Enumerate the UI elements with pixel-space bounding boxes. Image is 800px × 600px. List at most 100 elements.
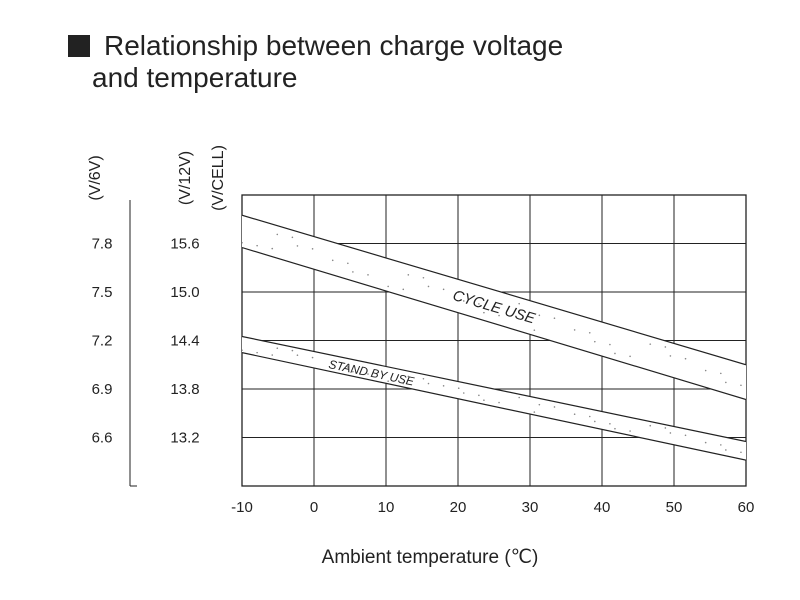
band-stipple-dot bbox=[457, 387, 460, 390]
band-stipple-dot bbox=[614, 352, 616, 355]
band-stipple-dot bbox=[588, 415, 591, 418]
band-stipple-dot bbox=[478, 394, 480, 397]
band-stipple-dot bbox=[427, 285, 430, 288]
band-stipple-dot bbox=[669, 355, 672, 357]
band-stipple-dot bbox=[311, 356, 314, 359]
x-tick-label: 10 bbox=[378, 499, 395, 516]
band-stipple-dot bbox=[553, 317, 556, 320]
band-stipple-dot bbox=[483, 399, 485, 401]
band-stipple-dot bbox=[387, 285, 389, 288]
band-stipple-dot bbox=[664, 427, 667, 429]
y-unit-label-12v: (V/12V) bbox=[177, 151, 194, 205]
band-stipple-dot bbox=[725, 381, 727, 384]
x-tick-label: 30 bbox=[522, 499, 539, 516]
y-tick-label-6v: 7.8 bbox=[92, 236, 113, 253]
y-tick-label-12v: 15.6 bbox=[170, 236, 199, 253]
x-tick-label: 50 bbox=[666, 499, 683, 516]
band-stipple-dot bbox=[331, 259, 334, 262]
band-stipple-dot bbox=[518, 396, 520, 399]
band-stipple-dot bbox=[402, 288, 405, 291]
x-tick-label: 40 bbox=[594, 499, 611, 516]
band-stipple-dot bbox=[352, 271, 354, 273]
band-stipple-dot bbox=[347, 262, 349, 265]
band-stipple-dot bbox=[538, 314, 541, 317]
band-stipple-dot bbox=[669, 432, 672, 434]
chart-title-line1: Relationship between charge voltage bbox=[104, 30, 564, 61]
band-stipple-dot bbox=[594, 340, 596, 343]
band-stipple-dot bbox=[242, 349, 243, 351]
band-stipple-dot bbox=[296, 354, 299, 356]
band-stipple-dot bbox=[407, 375, 410, 378]
band-stipple-dot bbox=[740, 451, 742, 454]
y-tick-label-6v: 7.2 bbox=[92, 333, 113, 350]
band-stipple-dot bbox=[387, 380, 389, 382]
band-stipple-dot bbox=[311, 248, 314, 250]
band-stipple-dot bbox=[442, 288, 445, 291]
band-stipple-dot bbox=[629, 355, 631, 358]
band-stipple-dot bbox=[609, 422, 611, 425]
x-tick-label: 0 bbox=[310, 499, 318, 516]
band-upper-line bbox=[242, 335, 746, 443]
band-stipple-dot bbox=[533, 329, 536, 331]
band-stipple-dot bbox=[427, 382, 430, 385]
band-stipple-dot bbox=[242, 241, 243, 244]
band-lower-line bbox=[242, 352, 746, 461]
y-tick-label-12v: 15.0 bbox=[170, 284, 199, 301]
band-stipple-dot bbox=[573, 329, 576, 331]
band-stipple-dot bbox=[422, 377, 425, 380]
band-fill bbox=[242, 215, 746, 400]
band-stipple-dot bbox=[649, 343, 652, 345]
band-stipple-dot bbox=[684, 357, 687, 360]
band-stipple-dot bbox=[291, 349, 294, 352]
band-stipple-dot bbox=[538, 403, 541, 406]
band-stipple-dot bbox=[553, 406, 556, 408]
band-stipple-dot bbox=[649, 424, 652, 427]
band-stipple-dot bbox=[720, 372, 722, 375]
y-tick-label-6v: 6.9 bbox=[92, 381, 113, 398]
band-stipple-dot bbox=[478, 303, 480, 305]
band-stipple-dot bbox=[704, 369, 707, 372]
band-lower-line bbox=[242, 246, 746, 401]
x-axis-label: Ambient temperature (℃) bbox=[321, 547, 539, 568]
y-unit-label-cell: (V/CELL) bbox=[210, 145, 227, 211]
band-stipple-dot bbox=[740, 384, 742, 387]
band-stipple-dot bbox=[296, 245, 299, 247]
chart-title-line2: and temperature bbox=[92, 62, 298, 93]
band-stipple-dot bbox=[614, 427, 616, 430]
y-tick-label-12v: 13.2 bbox=[170, 430, 199, 447]
band-stipple-dot bbox=[498, 314, 500, 317]
band-stipple-dot bbox=[462, 392, 465, 394]
band-stipple-dot bbox=[256, 244, 258, 247]
band-stipple-dot bbox=[367, 274, 369, 276]
band-stipple-dot bbox=[271, 247, 274, 250]
band-stipple-dot bbox=[720, 444, 722, 446]
band-stipple-dot bbox=[457, 291, 460, 294]
band-stipple-dot bbox=[331, 363, 334, 366]
y-unit-label-6v: (V/6V) bbox=[87, 155, 104, 200]
band-stipple-dot bbox=[684, 434, 687, 437]
x-tick-label: 60 bbox=[738, 499, 755, 516]
band-stipple-dot bbox=[573, 413, 576, 415]
band-stipple-dot bbox=[704, 441, 707, 444]
y-tick-label-12v: 14.4 bbox=[170, 333, 199, 350]
band-stipple-dot bbox=[276, 347, 279, 350]
band-stipple-dot bbox=[725, 449, 727, 451]
band-stipple-dot bbox=[276, 233, 279, 236]
band-stipple-dot bbox=[483, 311, 485, 314]
band-stipple-dot bbox=[347, 366, 349, 368]
band-stipple-dot bbox=[629, 430, 631, 432]
y-tick-label-12v: 13.8 bbox=[170, 381, 199, 398]
band-stipple-dot bbox=[588, 331, 591, 334]
band-stipple-dot bbox=[498, 401, 500, 404]
band-stipple-dot bbox=[609, 343, 611, 346]
band-stipple-dot bbox=[533, 411, 536, 413]
band-stipple-dot bbox=[352, 370, 354, 373]
series-label: STAND BY USE bbox=[327, 357, 416, 389]
band-fill bbox=[242, 336, 746, 461]
band-stipple-dot bbox=[402, 382, 405, 385]
band-stipple-dot bbox=[518, 302, 520, 305]
band-stipple-dot bbox=[442, 385, 445, 387]
band-stipple-dot bbox=[271, 354, 274, 356]
title-bullet-square bbox=[68, 35, 90, 57]
